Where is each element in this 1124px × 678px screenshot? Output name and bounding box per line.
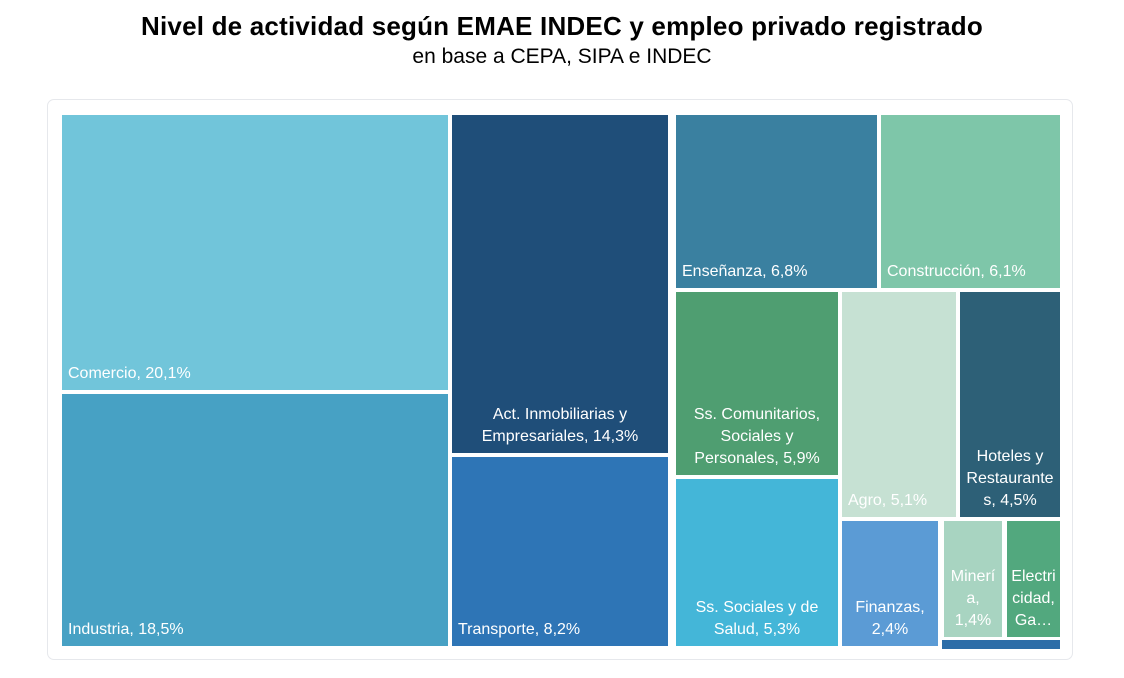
treemap-block-industria: Industria, 18,5%	[62, 394, 448, 646]
treemap-block-agro: Agro, 5,1%	[842, 292, 956, 517]
treemap-block-label: Hoteles y Restaurantes, 4,5%	[966, 447, 1054, 509]
treemap-block-hoteles-y-restaurantes: Hoteles y Restaurantes, 4,5%	[960, 292, 1060, 517]
treemap-block-construccion: Construcción, 6,1%	[881, 115, 1060, 288]
treemap-block-label: Minería, 1,4%	[950, 567, 996, 629]
treemap-block-ss-sociales-y-de-salud: Ss. Sociales y de Salud, 5,3%	[676, 479, 838, 646]
treemap-panel: Comercio, 20,1% Industria, 18,5% Act. In…	[47, 99, 1073, 660]
treemap-block-label: Transporte, 8,2%	[458, 620, 581, 638]
treemap-block-transporte: Transporte, 8,2%	[452, 457, 668, 646]
treemap-block-label: Industria, 18,5%	[68, 620, 184, 638]
treemap-block-mineria: Minería, 1,4%	[944, 521, 1002, 637]
treemap-block-label: Comercio, 20,1%	[68, 364, 191, 382]
treemap-block-unlabeled	[942, 640, 1060, 649]
treemap-block-label: Enseñanza, 6,8%	[682, 262, 808, 280]
treemap-block-electricidad-ga: Electricidad, Ga…	[1007, 521, 1060, 637]
treemap-block-label: Ss. Sociales y de Salud, 5,3%	[695, 598, 819, 638]
treemap-plot: Comercio, 20,1% Industria, 18,5% Act. In…	[62, 115, 1060, 649]
treemap-block-label: Finanzas, 2,4%	[855, 598, 925, 638]
treemap-block-ss-comunitarios-sociales-y-personales: Ss. Comunitarios, Sociales y Personales,…	[676, 292, 838, 475]
treemap-block-label: Agro, 5,1%	[848, 491, 928, 509]
treemap-block-label: Ss. Comunitarios, Sociales y Personales,…	[693, 405, 821, 467]
treemap-block-label: Act. Inmobiliarias y Empresariales, 14,3…	[481, 405, 639, 445]
chart-title: Nivel de actividad según EMAE INDEC y em…	[141, 11, 983, 41]
treemap-block-act-inmobiliarias-y-empresariales: Act. Inmobiliarias y Empresariales, 14,3…	[452, 115, 668, 453]
treemap-block-label: Construcción, 6,1%	[887, 262, 1026, 280]
treemap-block-ensenanza: Enseñanza, 6,8%	[676, 115, 877, 288]
treemap-block-finanzas: Finanzas, 2,4%	[842, 521, 938, 646]
chart-subtitle: en base a CEPA, SIPA e INDEC	[412, 45, 712, 68]
treemap-block-label: Electricidad, Ga…	[1011, 567, 1056, 629]
treemap-block-comercio: Comercio, 20,1%	[62, 115, 448, 390]
chart-header: Nivel de actividad según EMAE INDEC y em…	[0, 10, 1124, 70]
